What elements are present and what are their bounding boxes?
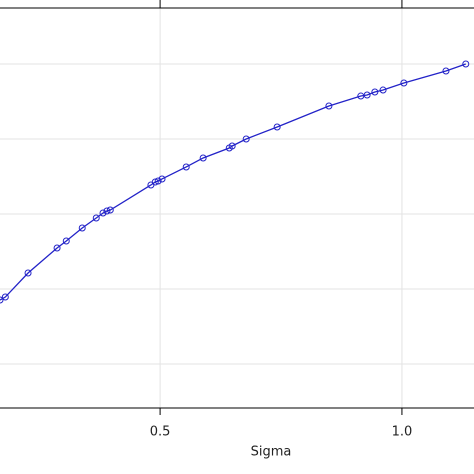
point-marker xyxy=(106,206,114,214)
point-marker xyxy=(62,237,70,245)
point-marker xyxy=(103,207,111,215)
grid xyxy=(0,8,474,408)
point-marker xyxy=(78,224,86,232)
point-marker xyxy=(442,67,450,75)
x-tick-label: 0.5 xyxy=(150,425,171,440)
point-marker xyxy=(151,178,159,186)
point-marker xyxy=(182,163,190,171)
point-marker xyxy=(273,123,281,131)
point-marker xyxy=(379,86,387,94)
point-marker xyxy=(154,177,162,185)
point-marker xyxy=(158,175,166,183)
point-marker xyxy=(363,91,371,99)
point-marker xyxy=(371,88,379,96)
point-marker xyxy=(53,244,61,252)
point-marker xyxy=(400,79,408,87)
point-marker xyxy=(242,135,250,143)
x-axis-label: Sigma xyxy=(251,445,292,460)
point-marker xyxy=(0,296,4,304)
point-marker xyxy=(462,60,470,68)
point-marker xyxy=(92,214,100,222)
point-marker xyxy=(99,209,107,217)
plot-area xyxy=(0,60,470,304)
point-marker xyxy=(24,269,32,277)
point-marker xyxy=(228,142,236,150)
series-line xyxy=(0,63,466,301)
point-marker xyxy=(325,102,333,110)
x-tick-label: 1.0 xyxy=(392,425,413,440)
point-marker xyxy=(199,154,207,162)
point-marker xyxy=(1,293,9,301)
